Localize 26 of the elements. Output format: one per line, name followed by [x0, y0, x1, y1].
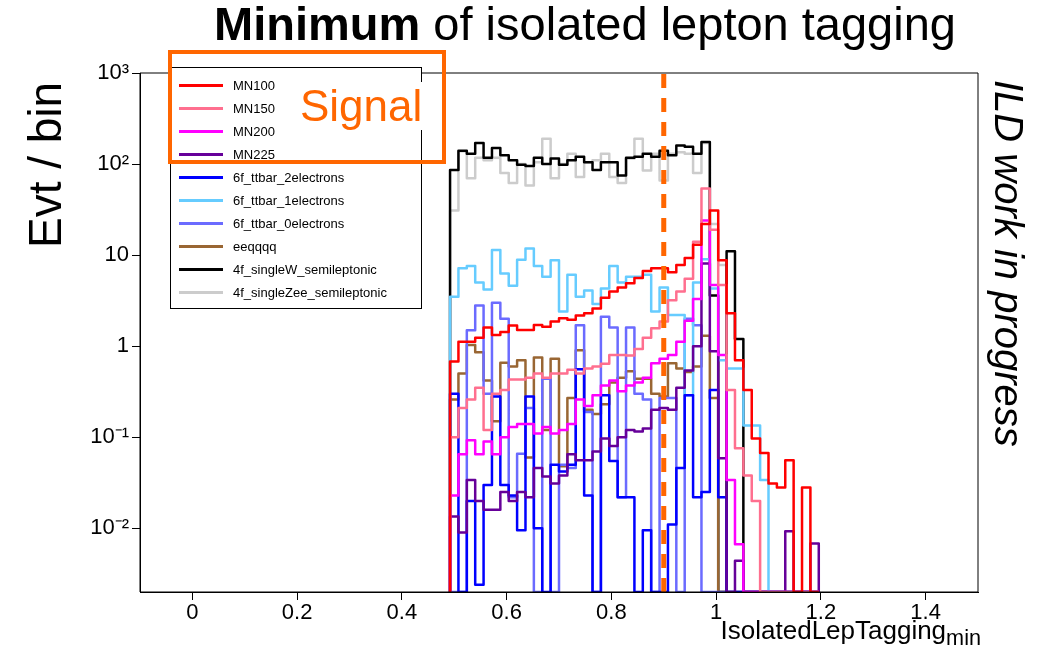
legend-label: 4f_singleZee_semileptonic — [233, 285, 387, 300]
x-tick-label: 0.6 — [491, 599, 522, 625]
y-tick-label: 1 — [116, 332, 129, 358]
x-tick-label: 0.2 — [281, 599, 313, 625]
legend-label: MN150 — [233, 101, 275, 116]
legend-label: eeqqqq — [233, 239, 277, 254]
legend-label: 4f_singleW_semileptonic — [233, 262, 377, 277]
y-tick-label: 10³ — [97, 59, 129, 85]
legend-label: MN200 — [233, 124, 275, 139]
legend-label: 6f_ttbar_1electrons — [233, 193, 345, 208]
annotation: Signal — [300, 81, 423, 131]
y-tick-label: 10⁻² — [90, 514, 129, 540]
legend-label: 6f_ttbar_0electrons — [233, 216, 345, 231]
y-tick-label: 10 — [104, 241, 129, 267]
chart-title: Minimum of isolated lepton tagging — [213, 0, 957, 51]
x-tick-label: 0 — [186, 599, 199, 625]
legend-label: MN100 — [233, 78, 275, 93]
text: ILD work in progress — [986, 80, 1031, 447]
x-tick-label: 1 — [710, 599, 723, 625]
y-axis-title: Evt / bin — [18, 80, 72, 251]
x-tick-label: 0.4 — [386, 599, 418, 625]
legend-label: MN225 — [233, 147, 275, 162]
y-tick-label: 10⁻¹ — [90, 423, 129, 449]
y-tick-label: 10² — [97, 150, 129, 176]
legend-label: 6f_ttbar_2electrons — [233, 170, 345, 185]
x-tick-label: 0.8 — [596, 599, 627, 625]
